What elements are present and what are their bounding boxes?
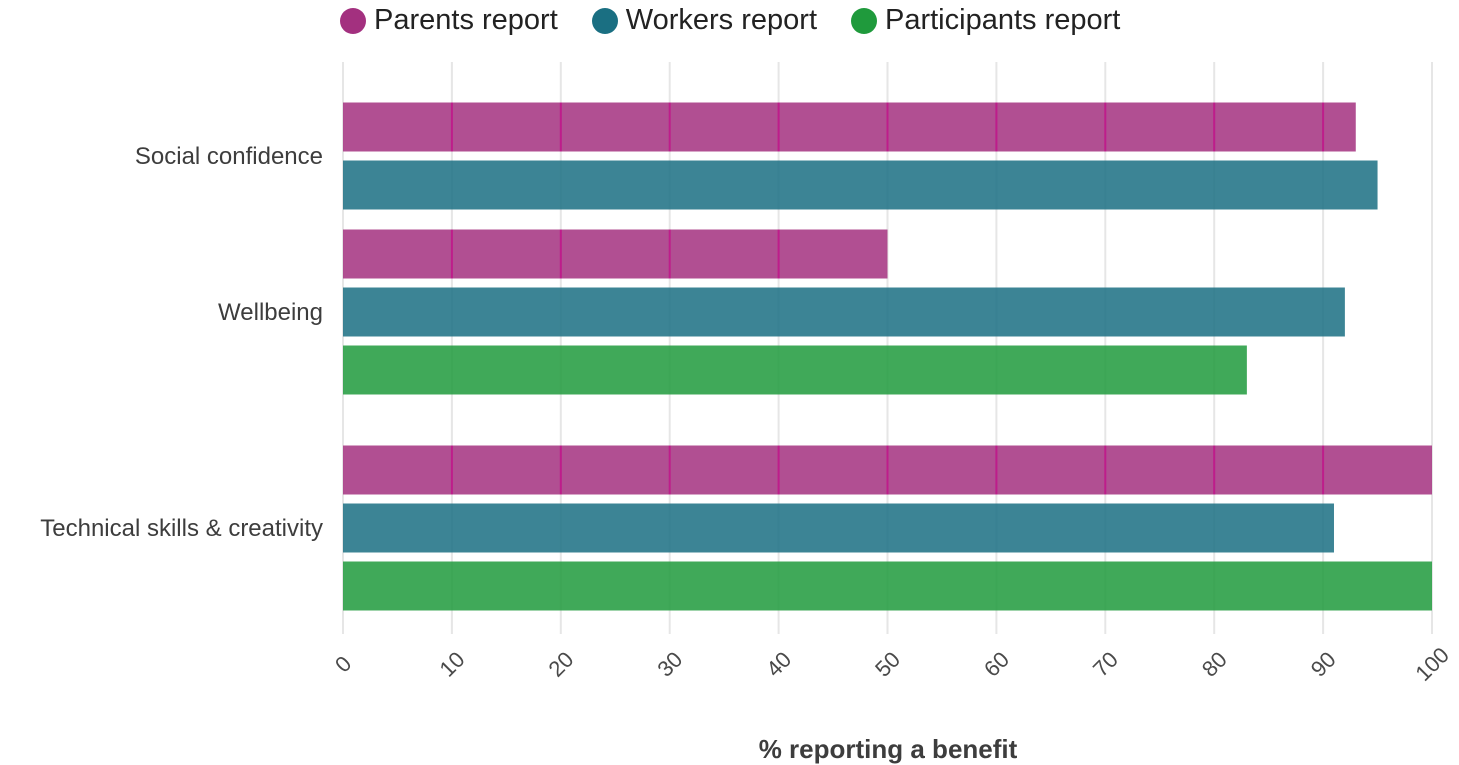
legend-label-parents: Parents report <box>374 4 558 36</box>
legend-item-participants: Participants report <box>851 4 1120 37</box>
bar-parents-report-wellbeing <box>343 229 888 279</box>
x-tick-label-80: 80 <box>1197 647 1232 682</box>
legend-label-participants: Participants report <box>885 4 1121 36</box>
category-labels: Social confidence Wellbeing Technical skil… <box>40 143 323 542</box>
bar-layer <box>343 102 1432 611</box>
legend-swatch-participants <box>851 7 877 34</box>
x-axis-title: % reporting a benefit <box>759 734 1018 764</box>
x-tick-label-90: 90 <box>1306 647 1341 682</box>
bar-workers-report-technical-skills-creativity <box>343 503 1334 553</box>
legend-item-workers: Workers report <box>591 4 817 37</box>
x-tick-label-70: 70 <box>1088 647 1123 682</box>
bar-parents-report-social-confidence <box>343 102 1356 152</box>
x-tick-label-0: 0 <box>330 651 356 677</box>
x-tick-label-30: 30 <box>652 647 687 682</box>
bar-workers-report-social-confidence <box>343 160 1378 210</box>
legend-item-parents: Parents report <box>340 4 558 37</box>
bar-participants-report-technical-skills-creativity <box>343 561 1432 611</box>
bar-workers-report-wellbeing <box>343 287 1345 337</box>
x-tick-label-50: 50 <box>870 647 905 682</box>
legend-swatch-parents <box>340 7 366 34</box>
legend-label-workers: Workers report <box>625 4 817 36</box>
legend-swatch-workers <box>591 7 618 34</box>
category-label-social-confidence: Social confidence <box>135 143 323 170</box>
category-label-technical-skills-creativity: Technical skills & creativity <box>40 515 323 542</box>
bar-participants-report-wellbeing <box>343 345 1247 395</box>
x-tick-label-100: 100 <box>1410 642 1454 686</box>
category-label-wellbeing: Wellbeing <box>218 299 323 326</box>
x-tick-labels: 0 10 20 30 40 50 60 70 80 90 100 <box>330 642 1454 686</box>
x-tick-label-60: 60 <box>979 647 1014 682</box>
gridline-overlay-layer <box>450 102 1325 495</box>
x-tick-label-20: 20 <box>543 647 578 682</box>
x-tick-label-40: 40 <box>761 647 796 682</box>
x-tick-label-10: 10 <box>435 647 470 682</box>
legend: Parents report Workers report Participan… <box>340 4 1154 37</box>
